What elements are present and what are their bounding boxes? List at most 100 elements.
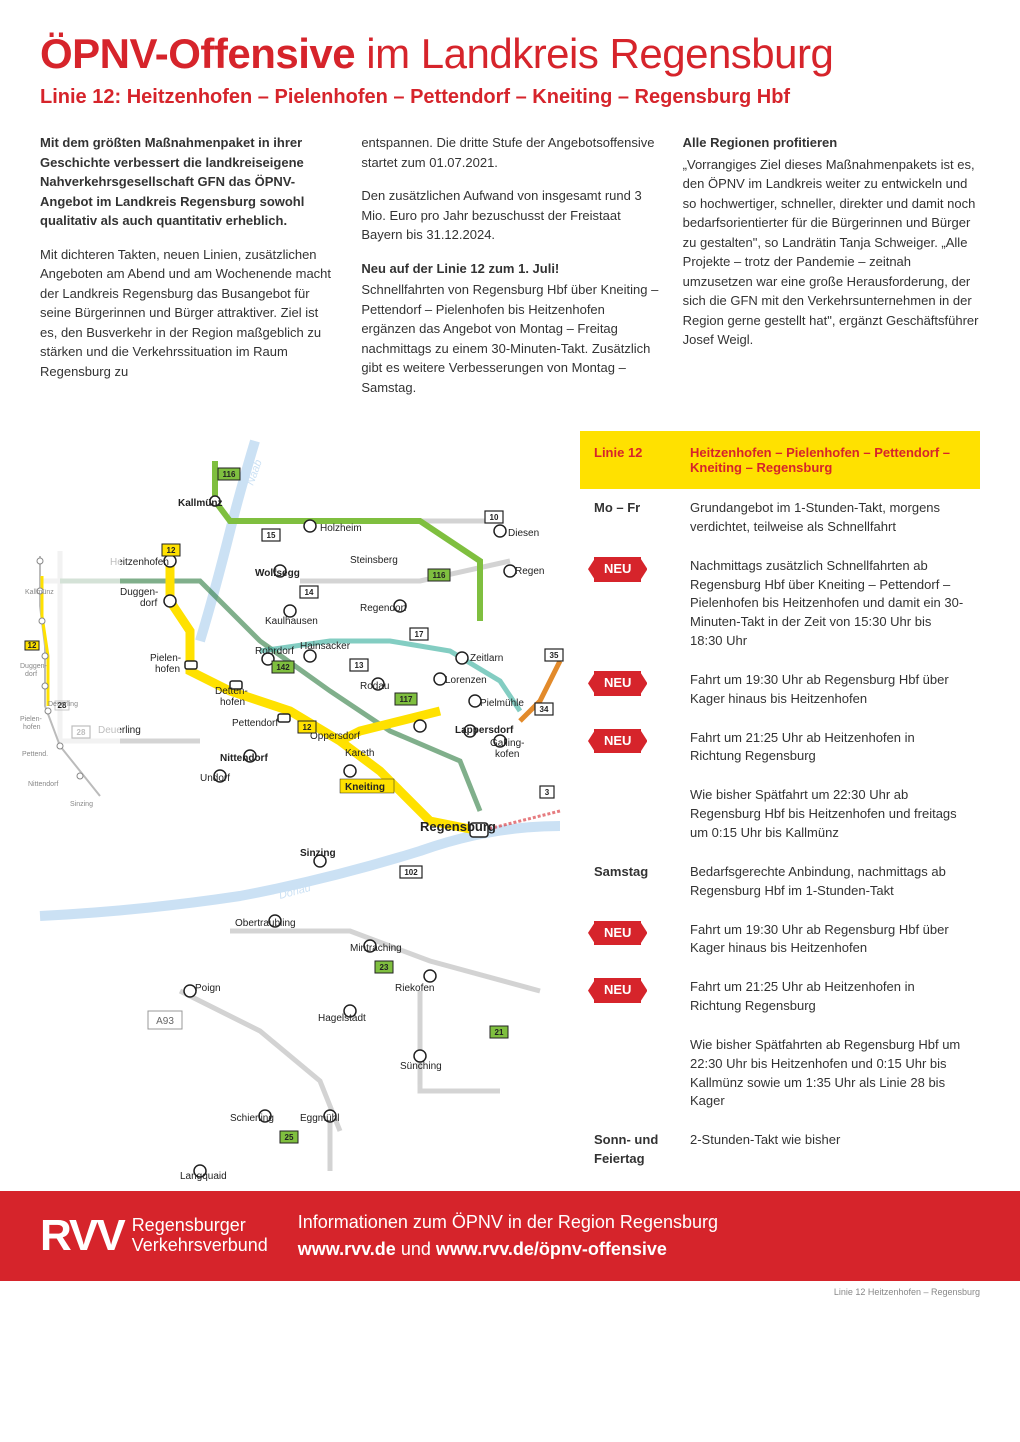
label-hagelstadt: Hagelstadt [318,1013,366,1024]
neu-badge: NEU [594,671,641,696]
neu-badge: NEU [594,921,641,946]
intro-lead: Mit dem größten Maßnahmenpaket in ihrer … [40,133,337,231]
footer-caption: Linie 12 Heitzenhofen – Regensburg [40,1281,980,1311]
label-rohrdorf: Rohrdorf [255,646,294,657]
label-kaulhausen: Kaulhausen [265,616,318,627]
svg-text:116: 116 [433,571,446,580]
schedule-panel: Linie 12 Heitzenhofen – Pielenhofen – Pe… [580,431,980,1191]
svg-text:Deuerling: Deuerling [48,701,78,708]
label-riekofen: Riekofen [395,983,434,994]
label-regendorf: Regendorf [360,603,407,614]
schedule-row-text: Grundangebot im 1-Stunden-Takt, morgens … [690,499,966,547]
svg-text:13: 13 [355,661,364,670]
intro-p2c: Schnellfahrten von Regensburg Hbf über K… [361,280,658,397]
neu-badge: NEU [594,557,641,582]
map-svg: Naab Donau [0,431,620,1191]
page-title: ÖPNV-Offensive im Landkreis Regensburg [40,30,980,78]
svg-text:142: 142 [276,663,290,672]
intro-p3: „Vorrangiges Ziel dieses Maßnahmenpakets… [683,155,980,350]
schedule-row: Mo – FrGrundangebot im 1-Stunden-Takt, m… [580,489,980,547]
title-bold: ÖPNV-Offensive [40,30,355,77]
rvv-mark: RVV [40,1211,124,1261]
svg-text:Pielen-hofen: Pielen-hofen [20,716,42,731]
schedule-row: SamstagBedarfsgerechte Anbindung, nachmi… [580,853,980,911]
svg-text:10: 10 [490,513,499,522]
svg-text:102: 102 [404,868,418,877]
schedule-row: Wie bisher Spätfahrt um 22:30 Uhr ab Reg… [580,776,980,853]
neu-badge: NEU [594,978,641,1003]
schedule-row-text: Fahrt um 19:30 Uhr ab Regensburg Hbf übe… [690,671,966,719]
schedule-row: NEUFahrt um 21:25 Uhr ab Heitzenhofen in… [580,968,980,1026]
title-rest: im Landkreis Regensburg [355,30,833,77]
label-hainsacker: Hainsacker [300,641,351,652]
label-lorenzen: Lorenzen [445,675,487,686]
label-eggmuehl: Eggmühl [300,1113,339,1124]
label-undorf: Undorf [200,773,230,784]
label-diesen: Diesen [508,528,539,539]
label-suenching: Sünching [400,1061,442,1072]
schedule-row: Sonn- und Feiertag2-Stunden-Takt wie bis… [580,1121,980,1169]
schedule-row: NEU Fahrt um 19:30 Uhr ab Regensburg Hbf … [580,661,980,719]
label-oppersdorf: Oppersdorf [310,731,360,742]
label-obertraubling: Obertraubling [235,918,296,929]
page-subtitle: Linie 12: Heitzenhofen – Pielenhofen – P… [40,86,980,109]
schedule-row-text: Fahrt um 21:25 Uhr ab Heitzenhofen in Ri… [690,729,966,777]
footer-url-and: und [396,1239,436,1259]
label-regensburg: Regensburg [420,819,496,834]
label-regen: Regen [515,566,544,577]
schedule-row-text: Wie bisher Spätfahrt um 22:30 Uhr ab Reg… [690,786,966,853]
label-nittendorf: Nittendorf [220,753,268,764]
route-map: Naab Donau [40,431,580,1191]
label-duggendorf: Duggen-dorf [120,587,158,609]
svg-text:17: 17 [415,630,424,639]
label-holzheim: Holzheim [320,523,362,534]
svg-text:12: 12 [303,723,312,732]
svg-text:116: 116 [223,470,236,479]
label-mintraching: Mintraching [350,943,402,954]
label-gallingkofen: Galling-kofen [490,738,524,760]
intro-p1: Mit dichteren Takten, neuen Linien, zusä… [40,245,337,382]
intro-p2a: entspannen. Die dritte Stufe der Angebot… [361,133,658,172]
label-pielmuehle: Pielmühle [480,698,524,709]
svg-text:Pettend.: Pettend. [22,751,48,758]
svg-text:34: 34 [540,705,549,714]
svg-text:25: 25 [285,1133,294,1142]
schedule-row-text: Wie bisher Spätfahrten ab Regensburg Hbf… [690,1036,966,1121]
label-rodau: Rodau [360,681,389,692]
label-steinsberg: Steinsberg [350,555,398,566]
neu-badge: NEU [594,729,641,754]
schedule-row: NEU Nachmittags zusätzlich Schnellfahrten… [580,547,980,661]
svg-text:15: 15 [267,531,276,540]
label-kareth: Kareth [345,748,374,759]
label-poign: Poign [195,983,221,994]
label-pielenhofen: Pielen-hofen [150,653,181,675]
svg-text:14: 14 [305,588,314,597]
footer-url1: www.rvv.de [298,1239,396,1259]
label-kneiting2: Kneiting [345,782,385,793]
schedule-row-text: Nachmittags zusätzlich Schnellfahrten ab… [690,557,966,661]
intro-col-2: entspannen. Die dritte Stufe der Angebot… [361,133,658,411]
footer-bar: RVV Regensburger Verkehrsverbund Informa… [0,1191,1020,1281]
rvv-logo: RVV Regensburger Verkehrsverbund [40,1211,268,1261]
schedule-header: Linie 12 Heitzenhofen – Pielenhofen – Pe… [580,431,980,489]
svg-text:Sinzing: Sinzing [70,801,93,808]
schedule-header-route: Heitzenhofen – Pielenhofen – Pettendorf … [690,445,966,475]
svg-text:3: 3 [545,788,550,797]
svg-text:Nittendorf: Nittendorf [28,781,58,788]
intro-columns: Mit dem größten Maßnahmenpaket in ihrer … [40,133,980,411]
footer-info: Informationen zum ÖPNV in der Region Reg… [298,1209,718,1263]
svg-text:21: 21 [495,1028,504,1037]
label-a93: A93 [156,1016,174,1027]
schedule-row: NEU Fahrt um 19:30 Uhr ab Regensburg Hbf … [580,911,980,969]
label-dettenhofen: Detten-hofen [215,686,248,708]
svg-text:35: 35 [550,651,559,660]
schedule-row-text: 2-Stunden-Takt wie bisher [690,1131,966,1169]
footer-info-line1: Informationen zum ÖPNV in der Region Reg… [298,1209,718,1236]
schedule-row-text: Fahrt um 19:30 Uhr ab Regensburg Hbf übe… [690,921,966,969]
intro-col-1: Mit dem größten Maßnahmenpaket in ihrer … [40,133,337,411]
label-lappersdorf: Lappersdorf [455,725,514,736]
lower-section: Naab Donau [40,431,980,1191]
svg-text:12: 12 [167,546,176,555]
footer-url2: www.rvv.de/öpnv-offensive [436,1239,667,1259]
label-langquaid: Langquaid [180,1171,227,1182]
